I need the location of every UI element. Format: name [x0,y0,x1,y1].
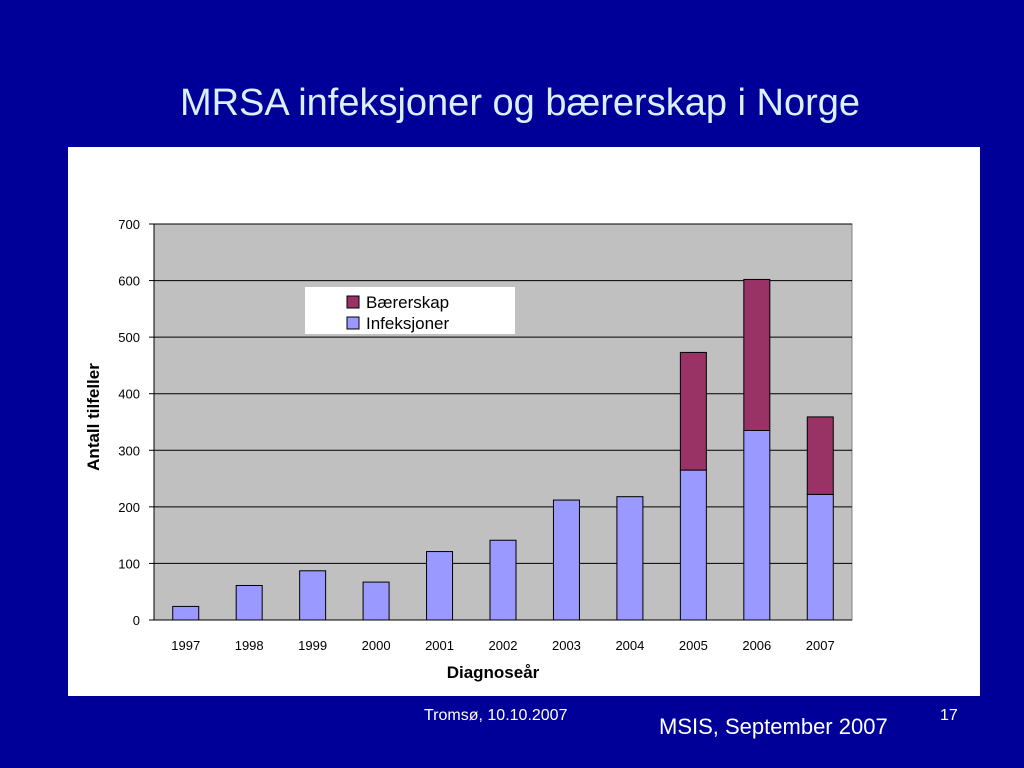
x-axis-title: Diagnoseår [447,663,540,682]
y-axis-title: Antall tilfeller [84,363,103,471]
y-tick-label: 500 [118,330,140,345]
legend-swatch [346,295,360,309]
x-tick-label: 2002 [489,638,518,653]
x-tick-label: 1999 [298,638,327,653]
x-tick-label: 2006 [742,638,771,653]
x-tick-label: 2004 [615,638,644,653]
x-tick-label: 2007 [806,638,835,653]
bar-baererskap-2007 [806,416,834,495]
bar-infeksjoner-1999 [299,570,327,621]
bar-infeksjoner-2001 [426,551,454,621]
chart-panel: 0 100 200 300 400 500 600 700 1997 1998 1999 2000 20… [68,147,980,696]
x-tick-label: 2003 [552,638,581,653]
y-tick-label: 600 [118,274,140,289]
legend-label: Infeksjoner [366,314,449,333]
stacked-bar-chart: 0 100 200 300 400 500 600 700 1997 1998 1999 2000 20… [84,217,853,682]
legend-label: Bærerskap [366,293,449,312]
footer-location-date: Tromsø, 10.10.2007 [424,707,568,724]
x-tick-label: 1998 [235,638,264,653]
bar-infeksjoner-2005 [679,469,707,621]
x-tick-label: 1997 [171,638,200,653]
x-tick-label: 2000 [362,638,391,653]
bar-infeksjoner-2006 [743,429,771,621]
legend-box [305,287,515,334]
legend-swatch [346,316,360,330]
y-tick-label: 300 [118,443,140,458]
y-tick-label: 400 [118,387,140,402]
bar-baererskap-2005 [679,351,707,471]
y-tick-label: 0 [133,613,140,628]
x-tick-label: 2001 [425,638,454,653]
bar-infeksjoner-2002 [489,539,517,621]
bar-infeksjoner-1997 [172,605,200,621]
bar-infeksjoner-1998 [235,584,263,621]
bar-infeksjoner-2007 [806,493,834,621]
footer-source: MSIS, September 2007 [659,714,888,739]
slide-title: MRSA infeksjoner og bærerskap i Norge [179,82,861,124]
y-tick-label: 700 [118,217,140,232]
y-tick-label: 100 [118,556,140,571]
bar-infeksjoner-2004 [616,496,644,621]
x-tick-label: 2005 [679,638,708,653]
bar-baererskap-2006 [743,278,771,431]
bar-infeksjoner-2000 [362,581,390,621]
y-tick-label: 200 [118,500,140,515]
bar-infeksjoner-2003 [552,499,580,621]
page-number: 17 [940,707,958,724]
